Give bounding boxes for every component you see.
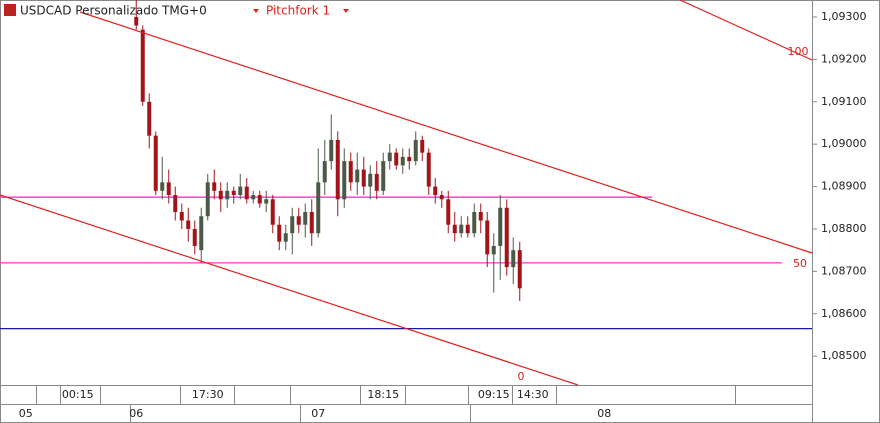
x-tick-label: 17:30 [192,388,224,401]
candle-body [498,207,503,246]
candle-body [446,199,451,225]
level-label: 100 [788,45,809,58]
pitchfork-line [0,194,579,386]
candle-body [316,182,321,234]
candle-body [420,139,425,153]
dropdown-arrow[interactable] [343,9,349,13]
day-label: 05 [19,407,33,420]
candle-body [491,245,496,255]
x-tick-label: 09:15 [478,388,510,401]
candle-body [485,220,490,255]
candle-body [186,220,191,229]
candle-body [335,139,340,200]
candle-body [504,207,509,268]
candle-body [452,224,457,234]
candle-body [303,212,308,225]
y-tick-label: 1,09100 [821,95,867,108]
candle-body [231,190,236,196]
candle-body [244,186,249,200]
candle-body [478,212,483,221]
candle-body [433,186,438,196]
candle-body [329,139,334,162]
pitchfork-line [79,11,813,254]
candle-body [296,216,301,225]
candle-body [134,16,139,26]
candle-body [517,250,522,289]
chart-title[interactable]: USDCAD Personalizado TMG+0 [20,4,207,18]
candle-body [199,216,204,251]
candle-body [218,190,223,200]
candle-body [173,195,178,213]
candle-body [459,224,464,234]
candle-body [407,156,412,162]
candle-body [153,135,158,191]
candle-body [283,233,288,242]
candle-body [238,186,243,196]
level-label: 50 [793,257,807,270]
pitchfork-line [679,0,813,61]
y-tick-label: 1,08700 [821,264,867,277]
candle-body [400,156,405,166]
candle-body [381,161,386,191]
candle-body [413,139,418,162]
candle-body [322,161,327,183]
x-tick-label: 14:30 [517,388,549,401]
candle-body [212,182,217,191]
candle-body [355,169,360,183]
level-label: 0 [518,370,525,383]
dropdown-arrow[interactable] [253,9,259,13]
candle-body [342,161,347,200]
candle-body [511,250,516,268]
candle-body [147,101,152,136]
candle-body [166,182,171,196]
day-label: 07 [311,407,325,420]
x-tick-label: 00:15 [62,388,94,401]
symbol-icon [4,4,16,16]
candle-body [257,195,262,204]
candle-body [140,29,145,102]
day-label: 06 [129,407,143,420]
y-tick-label: 1,09000 [821,137,867,150]
candle-body [394,152,399,166]
y-tick-label: 1,09300 [821,10,867,23]
x-tick-label: 18:15 [367,388,399,401]
candle-body [361,169,366,187]
candle-body [179,212,184,221]
candle-body [439,195,444,200]
candle-body [192,228,197,246]
indicator-name[interactable]: Pitchfork 1 [266,4,330,18]
candle-body [309,212,314,234]
candle-body [465,224,470,234]
pitchfork [0,0,813,386]
y-tick-label: 1,08600 [821,307,867,320]
candle-body [251,195,256,200]
y-tick-label: 1,09200 [821,52,867,65]
candle-body [205,182,210,217]
candle-body [290,216,295,234]
candle-body [426,152,431,187]
candle-body [472,212,477,234]
y-tick-label: 1,08800 [821,222,867,235]
candle-body [264,199,269,204]
y-tick-label: 1,08900 [821,180,867,193]
candle-body [270,199,275,225]
candle-body [348,161,353,183]
candle-body [225,190,230,200]
candle-body [374,173,379,191]
day-label: 08 [597,407,611,420]
y-tick-label: 1,08500 [821,349,867,362]
candle-body [160,182,165,191]
candle-body [368,173,373,187]
time-separators [36,385,736,423]
candle-body [387,152,392,162]
candle-body [277,224,282,242]
